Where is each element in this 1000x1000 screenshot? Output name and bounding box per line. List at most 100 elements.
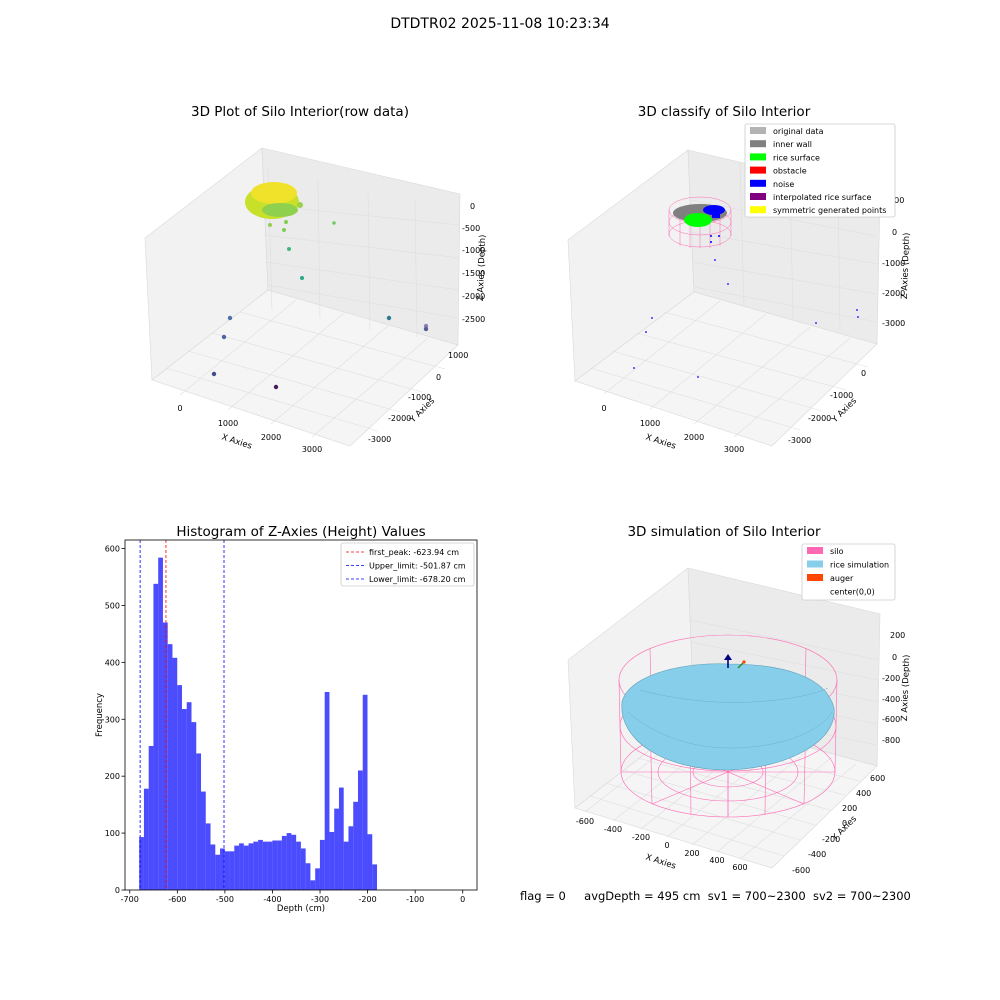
- histogram-bar: [338, 787, 344, 890]
- histogram-bar: [300, 848, 306, 890]
- histogram-bar: [324, 691, 330, 890]
- histogram-xtick-label: 0: [460, 895, 465, 904]
- histogram-bar: [205, 823, 211, 890]
- histogram-ylabel: Frequency: [95, 693, 105, 737]
- legend-label: inner wall: [773, 140, 812, 149]
- legend-swatch: [750, 140, 766, 148]
- raw-ztick: -2500: [462, 315, 485, 324]
- histogram-bar: [367, 834, 373, 890]
- histogram-ytick-label: 400: [105, 658, 120, 667]
- classify-ytick: -2000: [808, 414, 831, 423]
- histogram-bar: [343, 841, 349, 890]
- avg-depth-text: avgDepth = 495 cm: [584, 889, 701, 903]
- histogram-bar: [162, 622, 168, 890]
- sim-xlabel: X Axies: [644, 852, 677, 871]
- sim-ytick: 400: [856, 789, 871, 798]
- histogram-bar: [281, 835, 287, 890]
- histogram-xtick-label: -200: [359, 895, 377, 904]
- histogram-reference-lines: [139, 540, 225, 890]
- classify-floor-pane: [574, 291, 878, 447]
- histogram-bar: [329, 831, 335, 890]
- legend-label: original data: [773, 127, 824, 136]
- classify-zlabel: Z Axies (Depth): [900, 232, 912, 299]
- legend-swatch: [807, 574, 823, 581]
- histogram-bars: [139, 557, 378, 890]
- sim-ztick: -800: [882, 736, 900, 745]
- raw-ytick: -3000: [368, 435, 391, 444]
- raw-ytick: -2000: [388, 414, 411, 423]
- legend-swatch: [750, 179, 766, 187]
- histogram-bar: [234, 845, 240, 890]
- histogram-xtick-label: -300: [311, 895, 329, 904]
- histogram-xtick-label: -400: [263, 895, 281, 904]
- raw-ytick: -1000: [408, 393, 431, 402]
- classify-ztick: -3000: [882, 319, 905, 328]
- simulation-plot-title: 3D simulation of Silo Interior: [627, 524, 821, 540]
- histogram-bar: [158, 557, 163, 890]
- histogram-bar: [139, 837, 144, 890]
- histogram-bar: [258, 839, 263, 890]
- legend-label: interpolated rice surface: [773, 193, 871, 202]
- histogram-xtick-label: -600: [168, 895, 186, 904]
- classify-ytick: 0: [861, 369, 866, 378]
- histogram-ytick-label: 100: [105, 829, 120, 838]
- classify-xtick: 1000: [640, 419, 660, 428]
- sim-xtick: 400: [709, 856, 724, 865]
- histogram-bar: [348, 826, 354, 890]
- histogram-bar: [315, 868, 320, 890]
- raw-xtick: 1000: [218, 419, 238, 428]
- sim-ztick: 0: [892, 653, 897, 662]
- sim-ytick: 0: [842, 819, 847, 828]
- classify-plot-title: 3D classify of Silo Interior: [637, 104, 811, 120]
- legend-label: Upper_limit: -501.87 cm: [369, 562, 466, 571]
- histogram-bar: [267, 841, 273, 890]
- status-line: flag = 0 avgDepth = 495 cm sv1 = 700~230…: [520, 889, 911, 903]
- sim-rice-surface: [621, 663, 835, 771]
- histogram-bar: [372, 864, 378, 890]
- classify-xtick: 3000: [724, 445, 744, 454]
- histogram: -700 -600 -500 -400 -300 -200 -100 0 0 100 200 300…: [95, 539, 478, 914]
- legend-swatch: [807, 560, 823, 568]
- raw-ztick: -1000: [462, 246, 485, 255]
- classify-point-cloud: [633, 204, 859, 378]
- raw-ztick: -1500: [462, 269, 485, 278]
- histogram-ytick-label: 500: [105, 601, 120, 610]
- histogram-bar: [353, 801, 358, 890]
- histogram-bar: [148, 746, 154, 890]
- sim-auger-marker: [724, 654, 746, 669]
- classify-grid: [589, 161, 879, 438]
- histogram-bar: [186, 702, 192, 890]
- raw-xtick: 3000: [302, 445, 322, 454]
- histogram-ytick-label: 200: [105, 772, 120, 781]
- histogram-bar: [243, 845, 249, 890]
- histogram-bar: [319, 839, 325, 890]
- sim-zlabel: Z Axies (Depth): [900, 654, 912, 721]
- raw-grid: [165, 167, 461, 438]
- classify-xlabel: X Axies: [644, 432, 677, 451]
- legend-label: silo: [830, 547, 844, 556]
- flag-text: flag = 0: [520, 889, 566, 903]
- sim-xtick: -400: [604, 825, 622, 834]
- raw-ztick: -2000: [462, 292, 485, 301]
- legend-swatch: [750, 153, 766, 161]
- legend-frame: [340, 542, 475, 587]
- classify-ytick: -1000: [830, 391, 853, 400]
- histogram-title: Histogram of Z-Axies (Height) Values: [176, 524, 426, 540]
- sim-ztick: -200: [882, 674, 900, 683]
- histogram-bar: [191, 722, 197, 890]
- sim-ytick: 600: [870, 774, 885, 783]
- histogram-bar: [181, 709, 187, 890]
- legend-label: auger: [830, 574, 854, 583]
- raw-ztick: -500: [462, 224, 480, 233]
- histogram-bar: [143, 788, 149, 890]
- histogram-bar: [253, 841, 259, 890]
- sim-ztick: 200: [890, 631, 905, 640]
- histogram-bar: [177, 685, 182, 890]
- raw-ytick: 0: [436, 373, 441, 382]
- histogram-bar: [357, 770, 363, 890]
- legend-frame: [744, 123, 896, 218]
- histogram-bar: [224, 851, 230, 890]
- histogram-bar: [239, 843, 244, 890]
- raw-ztick: 0: [470, 202, 475, 211]
